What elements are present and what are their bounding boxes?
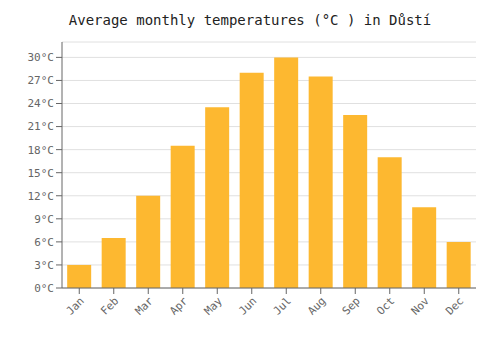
svg-text:15°C: 15°C <box>28 167 55 180</box>
svg-text:Apr: Apr <box>167 294 191 318</box>
svg-text:0°C: 0°C <box>34 282 54 295</box>
svg-text:Jul: Jul <box>271 294 294 317</box>
svg-text:Oct: Oct <box>374 294 397 317</box>
svg-text:9°C: 9°C <box>34 213 54 226</box>
svg-text:Jun: Jun <box>236 294 259 317</box>
svg-text:18°C: 18°C <box>28 144 55 157</box>
svg-text:12°C: 12°C <box>28 190 55 203</box>
svg-text:Jan: Jan <box>64 294 87 317</box>
svg-text:21°C: 21°C <box>28 120 55 133</box>
html-text:Average monthly temperatures (: Average monthly temperatures (°C ) in Dů… <box>68 12 432 28</box>
svg-text:Dec: Dec <box>443 294 466 317</box>
svg-text:3°C: 3°C <box>34 259 54 272</box>
svg-text:Feb: Feb <box>98 294 121 317</box>
svg-text:27°C: 27°C <box>28 74 55 87</box>
svg-text:30°C: 30°C <box>28 51 55 64</box>
svg-text:Aug: Aug <box>305 294 328 317</box>
svg-text:6°C: 6°C <box>34 236 54 249</box>
svg-text:Mar: Mar <box>133 294 157 318</box>
svg-text:24°C: 24°C <box>28 97 55 110</box>
svg-text:Nov: Nov <box>409 294 433 318</box>
svg-text:Sep: Sep <box>340 294 363 317</box>
svg-text:May: May <box>202 294 226 318</box>
